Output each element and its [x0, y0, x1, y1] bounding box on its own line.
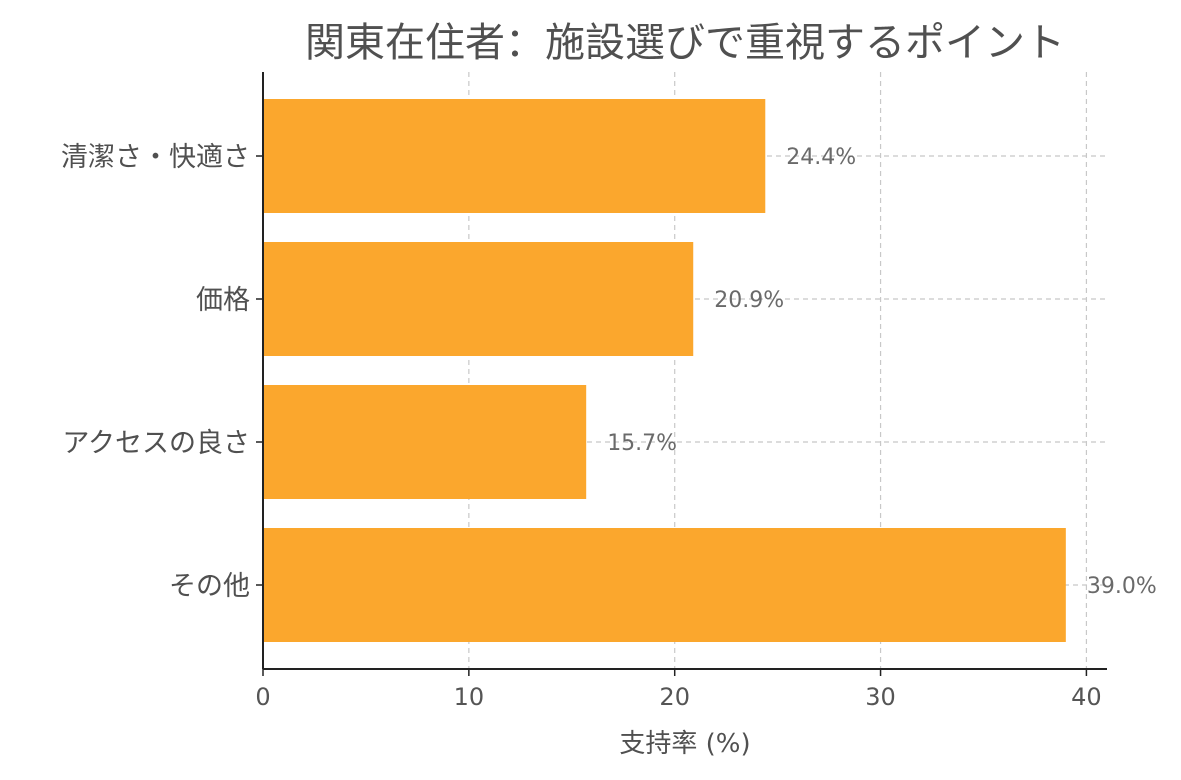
x-axis-label: 支持率 (%)	[619, 729, 750, 759]
bar	[263, 528, 1066, 642]
bar	[263, 385, 587, 499]
data-label: 15.7%	[607, 431, 677, 456]
data-label: 39.0%	[1087, 574, 1157, 599]
data-label: 24.4%	[786, 145, 856, 170]
x-tick-label: 10	[454, 683, 485, 711]
bar	[263, 99, 766, 213]
data-label: 20.9%	[714, 288, 784, 313]
x-tick-label: 0	[255, 683, 270, 711]
x-tick-label: 30	[865, 683, 896, 711]
x-tick-label: 40	[1071, 683, 1102, 711]
chart-title: 関東在住者：施設選びで重視するポイント	[305, 20, 1065, 66]
x-tick-label: 20	[659, 683, 690, 711]
y-tick-label: 価格	[196, 285, 250, 316]
axes-layer	[256, 72, 1107, 676]
bars-layer	[263, 99, 1066, 642]
labels-layer: 24.4% 20.9% 15.7% 39.0% 0 10 20 30 40 清潔さ・快適さ価格アク…	[61, 142, 1157, 711]
y-tick-label: その他	[169, 571, 250, 602]
bar	[263, 242, 694, 356]
y-tick-label: アクセスの良さ	[62, 428, 250, 459]
y-tick-label: 清潔さ・快適さ	[61, 142, 250, 173]
